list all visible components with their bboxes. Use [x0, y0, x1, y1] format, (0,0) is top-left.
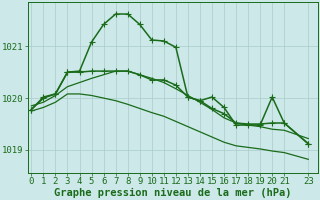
- X-axis label: Graphe pression niveau de la mer (hPa): Graphe pression niveau de la mer (hPa): [54, 188, 292, 198]
